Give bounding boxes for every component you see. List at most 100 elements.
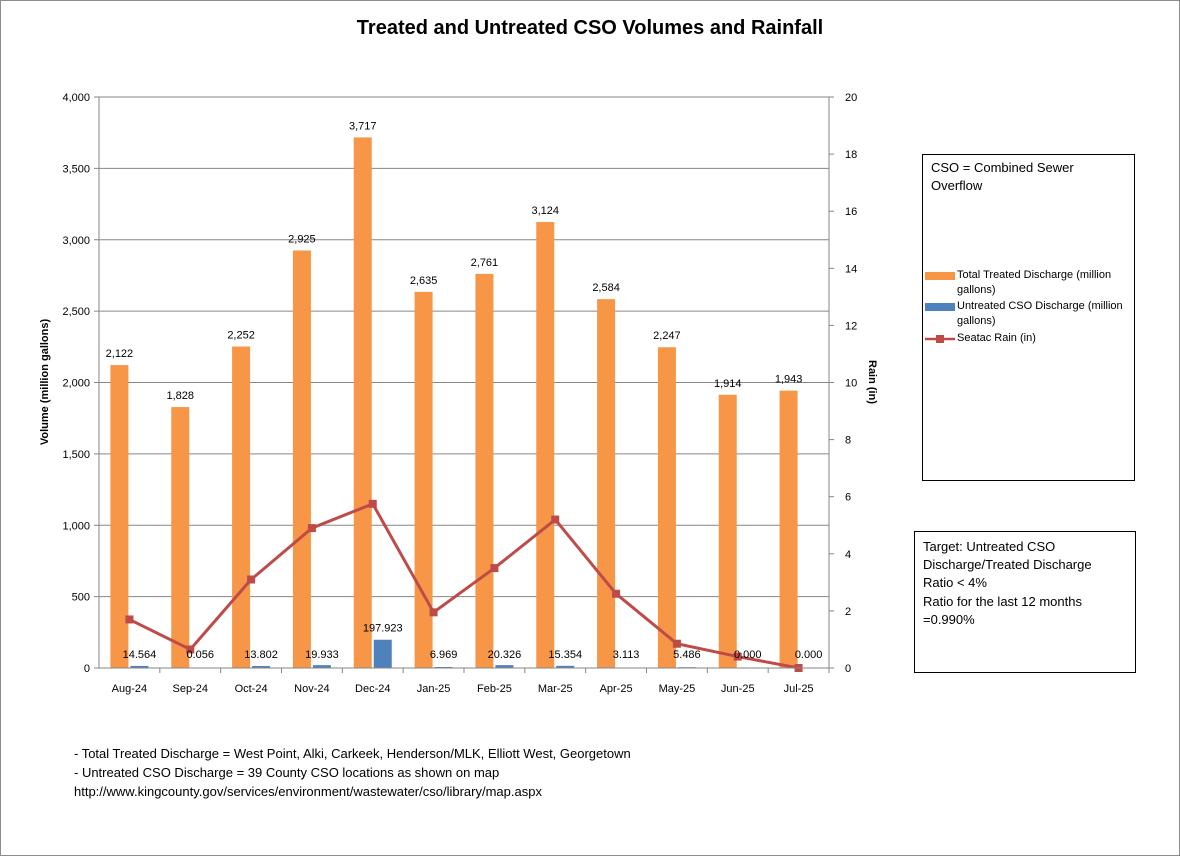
- y2-tick-label: 16: [845, 206, 857, 218]
- legend-item-untreated: Untreated CSO Discharge (million gallons…: [925, 299, 1141, 329]
- data-label-untreated: 6.969: [430, 649, 458, 661]
- bar-treated: [657, 347, 676, 668]
- rain-line: [128, 501, 799, 670]
- x-tick-label: May-25: [659, 683, 696, 695]
- y-tick-label: 3,000: [62, 235, 90, 247]
- legend-heading: CSO = Combined Sewer Overflow: [931, 160, 1074, 193]
- y2-tick-label: 4: [845, 549, 851, 561]
- legend-label-untreated: Untreated CSO Discharge (million gallons…: [957, 300, 1123, 327]
- y2-tick-label: 18: [845, 149, 857, 161]
- y-tick-label: 4,000: [62, 92, 90, 104]
- data-label-untreated: 0.056: [186, 649, 214, 661]
- bar-treated: [232, 346, 251, 668]
- data-label-untreated: 0.000: [734, 649, 762, 661]
- chart-area: Treated and Untreated CSO Volumes and Ra…: [39, 17, 878, 695]
- data-label-treated: 1,828: [166, 390, 194, 402]
- legend-item-rain: Seatac Rain (in): [925, 331, 1141, 346]
- data-label-treated: 2,247: [653, 330, 681, 342]
- chart-title: Treated and Untreated CSO Volumes and Ra…: [357, 17, 823, 39]
- data-label-treated: 2,122: [106, 348, 134, 360]
- data-label-untreated: 0.000: [795, 649, 823, 661]
- y-tick-label: 2,500: [62, 306, 90, 318]
- rain-marker: [368, 499, 377, 508]
- y-tick-label: 3,500: [62, 163, 90, 175]
- rain-marker: [551, 515, 560, 524]
- y2-tick-label: 20: [845, 92, 857, 104]
- rain-marker: [125, 615, 134, 624]
- y-tick-label: 1,500: [62, 449, 90, 461]
- y2-tick-label: 6: [845, 492, 851, 504]
- y-axis-label: Volume (million gallons): [39, 319, 51, 446]
- y2-tick-label: 12: [845, 320, 857, 332]
- data-label-untreated: 15.354: [548, 649, 582, 661]
- legend-label-treated: Total Treated Discharge (million gallons…: [957, 269, 1112, 296]
- data-label-untreated: 20.326: [488, 649, 522, 661]
- rain-marker: [672, 639, 681, 648]
- bar-treated: [718, 394, 737, 668]
- y-tick-label: 0: [84, 663, 90, 675]
- bar-treated: [414, 291, 433, 668]
- data-label-untreated: 13.802: [244, 649, 278, 661]
- bar-untreated: [556, 665, 575, 668]
- rain-marker: [307, 524, 316, 533]
- y-tick-label: 1,000: [62, 520, 90, 532]
- x-tick-label: Feb-25: [477, 683, 512, 695]
- target-box: Target: Untreated CSO Discharge/Treated …: [914, 531, 1136, 673]
- data-label-treated: 3,717: [349, 120, 377, 132]
- x-tick-label: Dec-24: [355, 683, 390, 695]
- x-tick-label: Aug-24: [112, 683, 147, 695]
- bar-treated: [171, 407, 190, 668]
- x-tick-label: Jan-25: [417, 683, 451, 695]
- legend-box: CSO = Combined Sewer Overflow Total Trea…: [922, 154, 1135, 481]
- y2-axis-label: Rain (in): [866, 360, 878, 404]
- data-label-treated: 2,761: [471, 257, 499, 269]
- data-label-treated: 2,635: [410, 275, 438, 287]
- bar-untreated: [373, 639, 392, 668]
- bar-treated: [353, 137, 372, 668]
- x-tick-label: Sep-24: [173, 683, 208, 695]
- rain-marker: [612, 589, 621, 598]
- data-label-treated: 2,252: [227, 330, 255, 342]
- y-tick-label: 2,000: [62, 378, 90, 390]
- ratio-line: Ratio for the last 12 months =0.990%: [923, 594, 1082, 627]
- data-label-untreated: 19.933: [305, 649, 339, 661]
- bar-untreated: [252, 666, 271, 668]
- y2-tick-label: 2: [845, 606, 851, 618]
- y2-tick-label: 8: [845, 435, 851, 447]
- x-tick-label: Oct-24: [235, 683, 268, 695]
- legend-swatch-treated: [925, 272, 955, 280]
- data-label-treated: 2,925: [288, 233, 316, 245]
- bar-untreated: [495, 665, 514, 668]
- bar-treated: [536, 222, 555, 668]
- x-tick-label: Nov-24: [294, 683, 329, 695]
- data-label-untreated: 14.564: [123, 649, 157, 661]
- x-tick-label: Jul-25: [784, 683, 814, 695]
- note-treated: - Total Treated Discharge = West Point, …: [74, 746, 631, 761]
- bar-treated: [110, 365, 129, 668]
- bar-untreated: [130, 665, 149, 668]
- legend-swatch-untreated: [925, 303, 955, 311]
- bar-treated: [779, 390, 798, 668]
- rain-marker: [247, 575, 256, 584]
- data-label-treated: 2,584: [592, 282, 620, 294]
- y2-tick-label: 14: [845, 263, 857, 275]
- data-label-treated: 1,943: [775, 374, 803, 386]
- x-tick-label: Jun-25: [721, 683, 755, 695]
- bar-treated: [475, 273, 494, 668]
- target-line: Target: Untreated CSO Discharge/Treated …: [923, 539, 1092, 590]
- rain-marker: [186, 645, 195, 654]
- rain-marker: [490, 564, 499, 573]
- y-tick-label: 500: [72, 592, 90, 604]
- y2-tick-label: 10: [845, 378, 857, 390]
- legend-swatch-rain: [925, 335, 955, 343]
- data-label-untreated: 197.923: [363, 623, 403, 635]
- rain-marker: [733, 652, 742, 661]
- note-untreated: - Untreated CSO Discharge = 39 County CS…: [74, 765, 500, 780]
- bar-treated: [292, 250, 311, 669]
- x-tick-label: Mar-25: [538, 683, 573, 695]
- legend-item-treated: Total Treated Discharge (million gallons…: [925, 268, 1141, 298]
- y2-tick-label: 0: [845, 663, 851, 675]
- note-map-link: http://www.kingcounty.gov/services/envir…: [74, 784, 542, 799]
- data-label-untreated: 3.113: [613, 649, 640, 661]
- bar-untreated: [312, 665, 331, 668]
